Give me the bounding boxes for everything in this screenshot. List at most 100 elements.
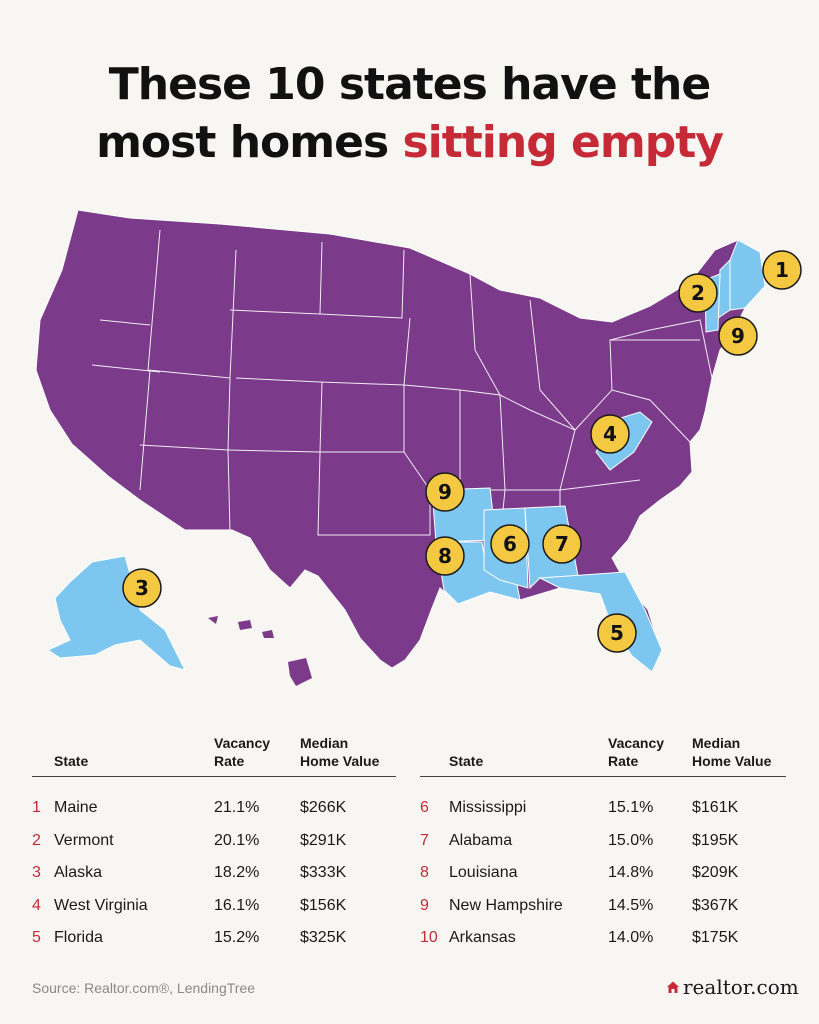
headline-line-1: These 10 states have the xyxy=(108,59,711,110)
headline-plain: most homes xyxy=(96,117,403,168)
badge-number: 6 xyxy=(503,532,517,556)
rank-badge: 7 xyxy=(542,524,582,564)
table-row: 8 Louisiana 14.8% $209K xyxy=(420,864,786,897)
col-median-header: Median Home Value xyxy=(692,734,771,770)
median-value: $367K xyxy=(692,896,739,914)
rank-badges: 1 2 9 4 9 8 6 7 3 5 xyxy=(122,250,802,653)
vacancy-header-line1: Vacancy xyxy=(608,735,665,751)
rank-badge: 5 xyxy=(597,613,637,653)
median-header-line2: Home Value xyxy=(300,753,380,769)
rank-number: 10 xyxy=(420,929,438,946)
badge-circle xyxy=(718,316,758,356)
median-value: $156K xyxy=(300,896,347,914)
table-row: 6 Mississippi 15.1% $161K xyxy=(420,799,786,832)
vacancy-rate: 15.0% xyxy=(608,831,654,849)
median-value: $161K xyxy=(692,799,739,816)
maine-shape xyxy=(729,239,766,311)
median-value: $333K xyxy=(300,864,347,881)
badge-circle xyxy=(490,524,530,564)
median-value: $209K xyxy=(692,864,739,881)
state-name: Alabama xyxy=(449,831,513,849)
rank-number: 2 xyxy=(32,831,41,849)
state-name: New Hampshire xyxy=(449,896,563,914)
logo-text: realtor.com xyxy=(683,975,799,999)
median-header-line1: Median xyxy=(300,735,349,751)
rank-badge: 8 xyxy=(425,536,465,576)
table-row: 9 New Hampshire 14.5% $367K xyxy=(420,897,786,930)
badge-circle xyxy=(542,524,582,564)
table-row: 10 Arkansas 14.0% $175K xyxy=(420,929,786,962)
badge-number: 9 xyxy=(438,480,452,504)
vacancy-header-line2: Rate xyxy=(214,753,245,769)
col-vacancy-header: Vacancy Rate xyxy=(608,734,664,770)
table-row: 2 Vermont 20.1% $291K xyxy=(32,832,396,865)
badge-circle xyxy=(122,568,162,608)
median-value: $195K xyxy=(692,831,739,849)
col-state-header: State xyxy=(54,753,89,769)
table-header-left: State Vacancy Rate Median Home Value xyxy=(32,734,396,777)
state-name: Florida xyxy=(54,929,103,946)
table-row: 4 West Virginia 16.1% $156K xyxy=(32,897,396,930)
state-name: West Virginia xyxy=(54,896,148,914)
headline-accent: sitting empty xyxy=(402,117,723,168)
vacancy-rate: 15.2% xyxy=(214,929,260,946)
rank-number: 7 xyxy=(420,831,429,849)
badge-circle xyxy=(590,414,630,454)
col-median-header: Median Home Value xyxy=(300,734,379,770)
vacancy-rate: 20.1% xyxy=(214,831,260,849)
badge-number: 4 xyxy=(603,422,617,446)
vacancy-rate: 14.5% xyxy=(608,896,654,914)
badge-number: 3 xyxy=(135,576,149,600)
table-row: 7 Alabama 15.0% $195K xyxy=(420,832,786,865)
col-state-header: State xyxy=(449,753,484,769)
rank-number: 5 xyxy=(32,929,41,946)
table-row: 3 Alaska 18.2% $333K xyxy=(32,864,396,897)
realtor-logo[interactable]: realtor.com xyxy=(666,974,799,1000)
rank-badge: 4 xyxy=(590,414,630,454)
table-row: 5 Florida 15.2% $325K xyxy=(32,929,396,962)
median-value: $325K xyxy=(300,929,347,946)
alaska-shape xyxy=(46,555,186,671)
col-vacancy-header: Vacancy Rate xyxy=(214,734,270,770)
badge-circle xyxy=(425,472,465,512)
source-credit: Source: Realtor.com®, LendingTree xyxy=(32,980,256,996)
median-value: $266K xyxy=(300,799,347,816)
badge-circle xyxy=(762,250,802,290)
vacancy-header-line1: Vacancy xyxy=(214,735,271,751)
rank-badge: 6 xyxy=(490,524,530,564)
rank-number: 4 xyxy=(32,896,41,914)
table-rows-left: 1 Maine 21.1% $266K 2 Vermont 20.1% $291… xyxy=(32,777,396,962)
vacancy-rate: 15.1% xyxy=(608,799,654,816)
badge-number: 7 xyxy=(555,532,569,556)
state-name: Louisiana xyxy=(449,864,518,881)
median-value: $175K xyxy=(692,929,739,946)
state-name: Mississippi xyxy=(449,799,527,816)
vacancy-rate: 16.1% xyxy=(214,896,260,914)
median-header-line1: Median xyxy=(692,735,741,751)
badge-number: 2 xyxy=(691,281,705,305)
hawaii-shape xyxy=(208,616,312,686)
table-row: 1 Maine 21.1% $266K xyxy=(32,799,396,832)
vacancy-header-line2: Rate xyxy=(608,753,639,769)
badge-number: 9 xyxy=(731,324,745,348)
vacancy-rate: 14.8% xyxy=(608,864,654,881)
us-map: 1 2 9 4 9 8 6 7 3 5 xyxy=(35,209,802,686)
state-name: Arkansas xyxy=(449,929,516,946)
vacancy-rate: 14.0% xyxy=(608,929,654,946)
rank-badge: 3 xyxy=(122,568,162,608)
vacancy-rate: 18.2% xyxy=(214,864,260,881)
median-header-line2: Home Value xyxy=(692,753,772,769)
vacancy-rate: 21.1% xyxy=(214,799,260,816)
rank-number: 1 xyxy=(32,799,41,816)
badge-circle xyxy=(425,536,465,576)
state-name: Maine xyxy=(54,799,98,816)
florida-shape xyxy=(538,571,663,673)
table-header-right: State Vacancy Rate Median Home Value xyxy=(420,734,786,777)
headline-line-2: most homes sitting empty xyxy=(0,114,819,172)
badge-circle xyxy=(678,273,718,313)
state-name: Alaska xyxy=(54,864,103,881)
rank-number: 3 xyxy=(32,864,41,881)
median-value: $291K xyxy=(300,831,347,849)
rankings-table-left: State Vacancy Rate Median Home Value 1 M… xyxy=(32,734,396,962)
rank-number: 6 xyxy=(420,799,429,816)
